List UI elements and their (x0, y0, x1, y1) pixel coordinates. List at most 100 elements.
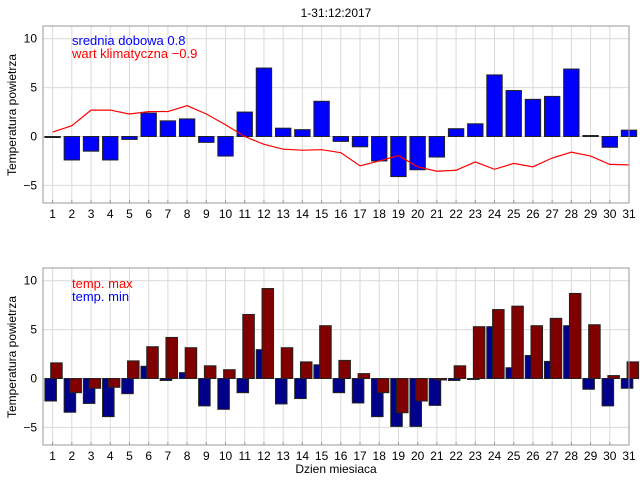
x-tick-label: 17 (353, 449, 367, 463)
mean-bar (524, 98, 542, 138)
mean-bar (102, 136, 119, 161)
mean-bar (44, 136, 61, 139)
min-bar (332, 378, 346, 394)
min-bar (198, 378, 211, 407)
max-bar (626, 361, 640, 380)
x-tick-label: 9 (203, 207, 210, 221)
max-bar (127, 360, 140, 380)
mean-bar (505, 90, 522, 138)
x-tick-label: 4 (107, 207, 114, 221)
x-tick-label: 22 (449, 449, 463, 463)
min-bar (44, 378, 57, 402)
x-tick-label: 24 (488, 449, 502, 463)
y-tick-label: 0 (30, 372, 37, 386)
x-tick-label: 8 (184, 207, 191, 221)
plot-frame (42, 25, 630, 204)
min-bar (217, 378, 230, 410)
top-annotation-mean: srednia dobowa 0.8 (72, 33, 185, 48)
top-annotation-climate: wart klimatyczna −0.9 (71, 46, 197, 61)
x-tick-label: 22 (449, 207, 463, 221)
x-tick-label: 25 (507, 207, 521, 221)
daily-mean-plot: 1 2 3 4 5 6 7 8 9 10 11 12 13 14 15 16 17 18 19 20 21 22 23 24 2… (23, 25, 638, 221)
mean-bar (390, 136, 407, 178)
plot-frame (42, 267, 630, 446)
x-tick-label: 26 (526, 207, 540, 221)
max-bar (453, 365, 467, 380)
x-tick-label: 6 (145, 207, 152, 221)
mean-bar (371, 136, 388, 162)
x-tick-label: 30 (603, 207, 617, 221)
x-tick-label: 11 (239, 449, 252, 463)
min-bar (582, 378, 595, 390)
max-bar (415, 378, 428, 402)
mean-bar (582, 135, 599, 138)
max-bar (299, 361, 313, 380)
x-tick-label: 30 (603, 449, 617, 463)
max-bar (69, 378, 82, 394)
x-tick-label: 29 (584, 449, 598, 463)
legend-max: temp. max (72, 276, 133, 291)
x-tick-label: 28 (565, 449, 579, 463)
x-tick-label: 15 (315, 207, 329, 221)
x-tick-label: 1 (49, 207, 56, 221)
climate-line (52, 105, 630, 172)
min-bar (428, 378, 442, 406)
x-tick-label: 21 (430, 449, 444, 463)
max-bar (88, 378, 102, 389)
x-tick-label: 31 (622, 207, 636, 221)
max-bar (396, 378, 409, 414)
x-tick-label: 13 (276, 449, 290, 463)
y-tick-label: 0 (30, 130, 37, 144)
x-tick-label: 12 (257, 449, 271, 463)
mean-bar (313, 100, 330, 138)
mean-bar (543, 95, 561, 138)
x-tick-label: 16 (334, 207, 348, 221)
x-tick-label: 10 (219, 207, 233, 221)
x-tick-label: 25 (507, 449, 521, 463)
x-tick-label: 20 (411, 449, 425, 463)
x-tick-label: 23 (469, 207, 483, 221)
max-bar (434, 378, 447, 381)
mean-bar (274, 127, 292, 138)
mean-bar (159, 120, 177, 138)
max-bar (376, 378, 390, 394)
max-bar (261, 288, 275, 380)
max-bar (203, 365, 217, 380)
x-tick-label: 18 (373, 207, 387, 221)
mean-bar (467, 123, 484, 138)
mean-bar (332, 136, 349, 142)
max-bar (223, 369, 236, 380)
x-tick-label: 10 (219, 449, 233, 463)
mean-bar (63, 136, 81, 161)
y-tick-label: 5 (30, 323, 37, 337)
x-tick-label: 2 (68, 207, 75, 221)
max-bar (492, 309, 505, 380)
max-bar (165, 336, 178, 380)
max-bar (146, 346, 159, 380)
x-tick-label: 21 (430, 207, 444, 221)
min-bar (601, 378, 615, 407)
x-tick-label: 19 (392, 207, 406, 221)
bottom-xlabel: Dzien miesiaca (295, 462, 377, 476)
max-bar (280, 347, 294, 380)
x-tick-label: 4 (107, 449, 114, 463)
x-tick-label: 14 (296, 449, 310, 463)
max-bar (511, 305, 524, 380)
y-tick-label: 10 (24, 32, 38, 46)
x-tick-label: 13 (276, 207, 290, 221)
max-bar (530, 325, 544, 380)
mean-bar (409, 136, 426, 171)
min-bar (351, 378, 365, 404)
x-tick-label: 27 (545, 207, 559, 221)
max-bar (338, 359, 351, 380)
x-tick-label: 5 (126, 449, 133, 463)
x-tick-label: 9 (203, 449, 210, 463)
x-tick-label: 26 (526, 449, 540, 463)
mean-bar (351, 136, 369, 148)
min-bar (274, 378, 288, 405)
legend-min: temp. min (72, 289, 129, 304)
x-tick-label: 11 (239, 207, 252, 221)
x-tick-label: 3 (88, 449, 95, 463)
y-tick-label: 5 (30, 81, 37, 95)
mean-bar (447, 128, 465, 138)
